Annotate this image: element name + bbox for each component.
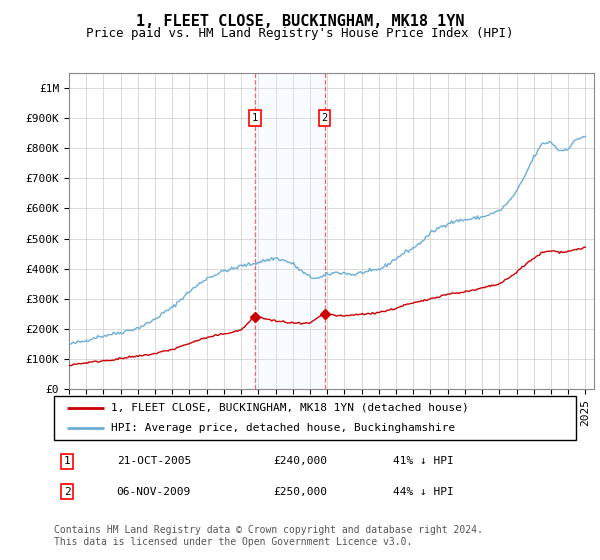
Text: Contains HM Land Registry data © Crown copyright and database right 2024.
This d: Contains HM Land Registry data © Crown c… (54, 525, 483, 547)
Text: £250,000: £250,000 (273, 487, 327, 497)
Text: 06-NOV-2009: 06-NOV-2009 (116, 487, 191, 497)
Text: 1: 1 (64, 456, 70, 466)
Text: Price paid vs. HM Land Registry's House Price Index (HPI): Price paid vs. HM Land Registry's House … (86, 27, 514, 40)
Text: 44% ↓ HPI: 44% ↓ HPI (394, 487, 454, 497)
Text: 2: 2 (64, 487, 70, 497)
Text: £240,000: £240,000 (273, 456, 327, 466)
Text: 1: 1 (252, 113, 258, 123)
Bar (255, 73, 325, 389)
Text: 41% ↓ HPI: 41% ↓ HPI (394, 456, 454, 466)
FancyBboxPatch shape (54, 396, 576, 440)
Text: 1, FLEET CLOSE, BUCKINGHAM, MK18 1YN: 1, FLEET CLOSE, BUCKINGHAM, MK18 1YN (136, 14, 464, 29)
Text: 1, FLEET CLOSE, BUCKINGHAM, MK18 1YN (detached house): 1, FLEET CLOSE, BUCKINGHAM, MK18 1YN (de… (112, 403, 469, 413)
Text: 21-OCT-2005: 21-OCT-2005 (116, 456, 191, 466)
Text: HPI: Average price, detached house, Buckinghamshire: HPI: Average price, detached house, Buck… (112, 423, 455, 433)
Text: 2: 2 (322, 113, 328, 123)
